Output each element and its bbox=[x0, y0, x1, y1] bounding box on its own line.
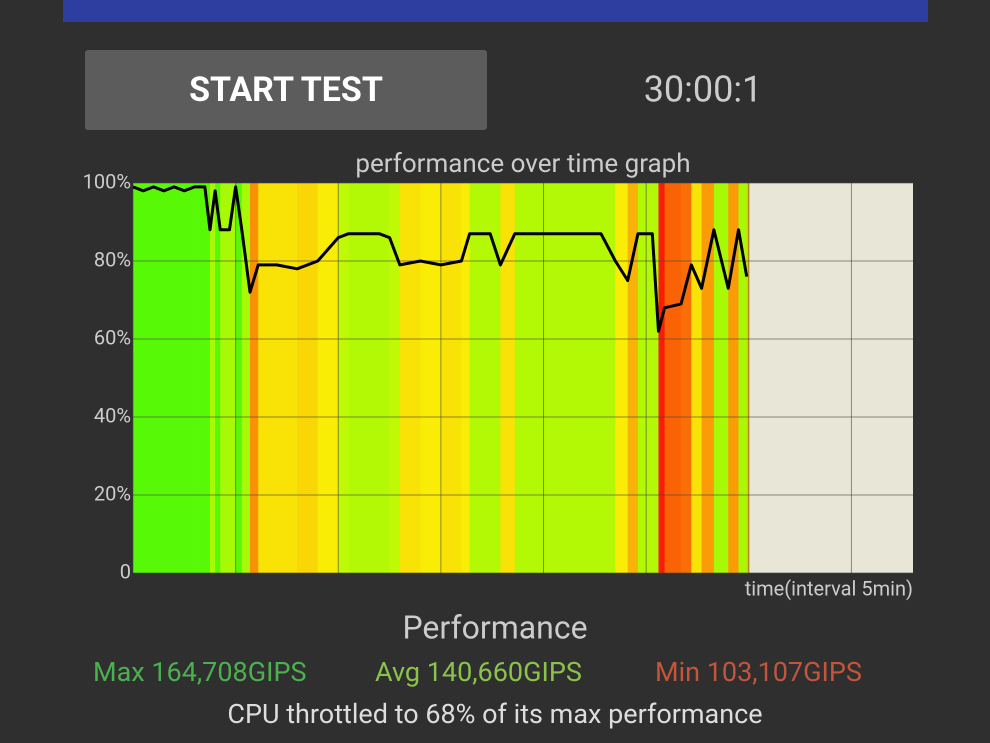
heat-stripe bbox=[215, 183, 221, 573]
heat-stripe bbox=[461, 183, 470, 573]
avg-stat: Avg 140,660GIPS bbox=[375, 656, 582, 688]
heat-stripe bbox=[564, 183, 602, 573]
heat-stripe bbox=[490, 183, 501, 573]
heat-stripe bbox=[338, 183, 349, 573]
performance-line bbox=[132, 185, 749, 333]
heat-stripe bbox=[258, 183, 277, 573]
heat-stripe bbox=[133, 183, 144, 573]
heat-stripe bbox=[658, 183, 665, 573]
heat-stripe bbox=[601, 183, 616, 573]
summary-title: Performance bbox=[402, 608, 587, 646]
heat-stripe bbox=[241, 183, 251, 573]
heat-stripe bbox=[637, 183, 653, 573]
y-tick-label: 40% bbox=[94, 403, 131, 427]
heat-stripe bbox=[379, 183, 390, 573]
heat-stripe bbox=[163, 183, 175, 573]
heat-stripe bbox=[627, 183, 639, 573]
heat-stripe bbox=[728, 183, 739, 573]
heat-stripe bbox=[543, 183, 565, 573]
heat-stripe bbox=[440, 183, 462, 573]
y-tick-label: 0 bbox=[120, 559, 131, 583]
heat-stripe bbox=[317, 183, 339, 573]
heat-stripe bbox=[738, 183, 748, 573]
heat-stripe bbox=[420, 183, 442, 573]
heat-stripe bbox=[615, 183, 628, 573]
heat-stripe bbox=[297, 183, 319, 573]
heat-stripe bbox=[194, 183, 206, 573]
heat-stripe bbox=[389, 183, 401, 573]
heat-stripe bbox=[174, 183, 185, 573]
heat-stripe bbox=[220, 183, 230, 573]
heat-stripe bbox=[235, 183, 243, 573]
heat-stripe bbox=[143, 183, 154, 573]
throttle-note: CPU throttled to 68% of its max performa… bbox=[227, 698, 762, 730]
heat-stripe bbox=[250, 183, 259, 573]
heat-stripe bbox=[348, 183, 380, 573]
heat-stripe bbox=[204, 183, 211, 573]
heat-stripe bbox=[514, 183, 544, 573]
heat-stripe bbox=[209, 183, 216, 573]
start-button[interactable]: START TEST bbox=[85, 50, 487, 130]
button-label[interactable]: START TEST bbox=[189, 70, 383, 110]
heat-stripe bbox=[746, 183, 750, 573]
y-tick-label: 100% bbox=[83, 169, 131, 193]
heat-stripe bbox=[229, 183, 236, 573]
top-bar bbox=[63, 0, 928, 22]
max-stat: Max 164,708GIPS bbox=[93, 656, 307, 688]
heat-stripe bbox=[500, 183, 516, 573]
heat-stripe bbox=[691, 183, 702, 573]
x-axis-label: time(interval 5min) bbox=[745, 576, 913, 600]
heat-stripe bbox=[276, 183, 298, 573]
y-tick-label: 80% bbox=[94, 247, 131, 271]
button-bg[interactable] bbox=[85, 50, 487, 130]
heat-stripe bbox=[681, 183, 692, 573]
heat-stripe bbox=[153, 183, 165, 573]
y-tick-label: 60% bbox=[94, 325, 131, 349]
heat-stripe bbox=[664, 183, 682, 573]
min-stat: Min 103,107GIPS bbox=[655, 656, 862, 688]
heat-stripe bbox=[399, 183, 421, 573]
timer: 30:00:1 bbox=[644, 69, 763, 111]
y-tick-label: 20% bbox=[94, 481, 131, 505]
heat-stripe bbox=[184, 183, 195, 573]
chart-title: performance over time graph bbox=[355, 149, 690, 179]
heat-stripe bbox=[469, 183, 491, 573]
heat-stripe bbox=[652, 183, 659, 573]
